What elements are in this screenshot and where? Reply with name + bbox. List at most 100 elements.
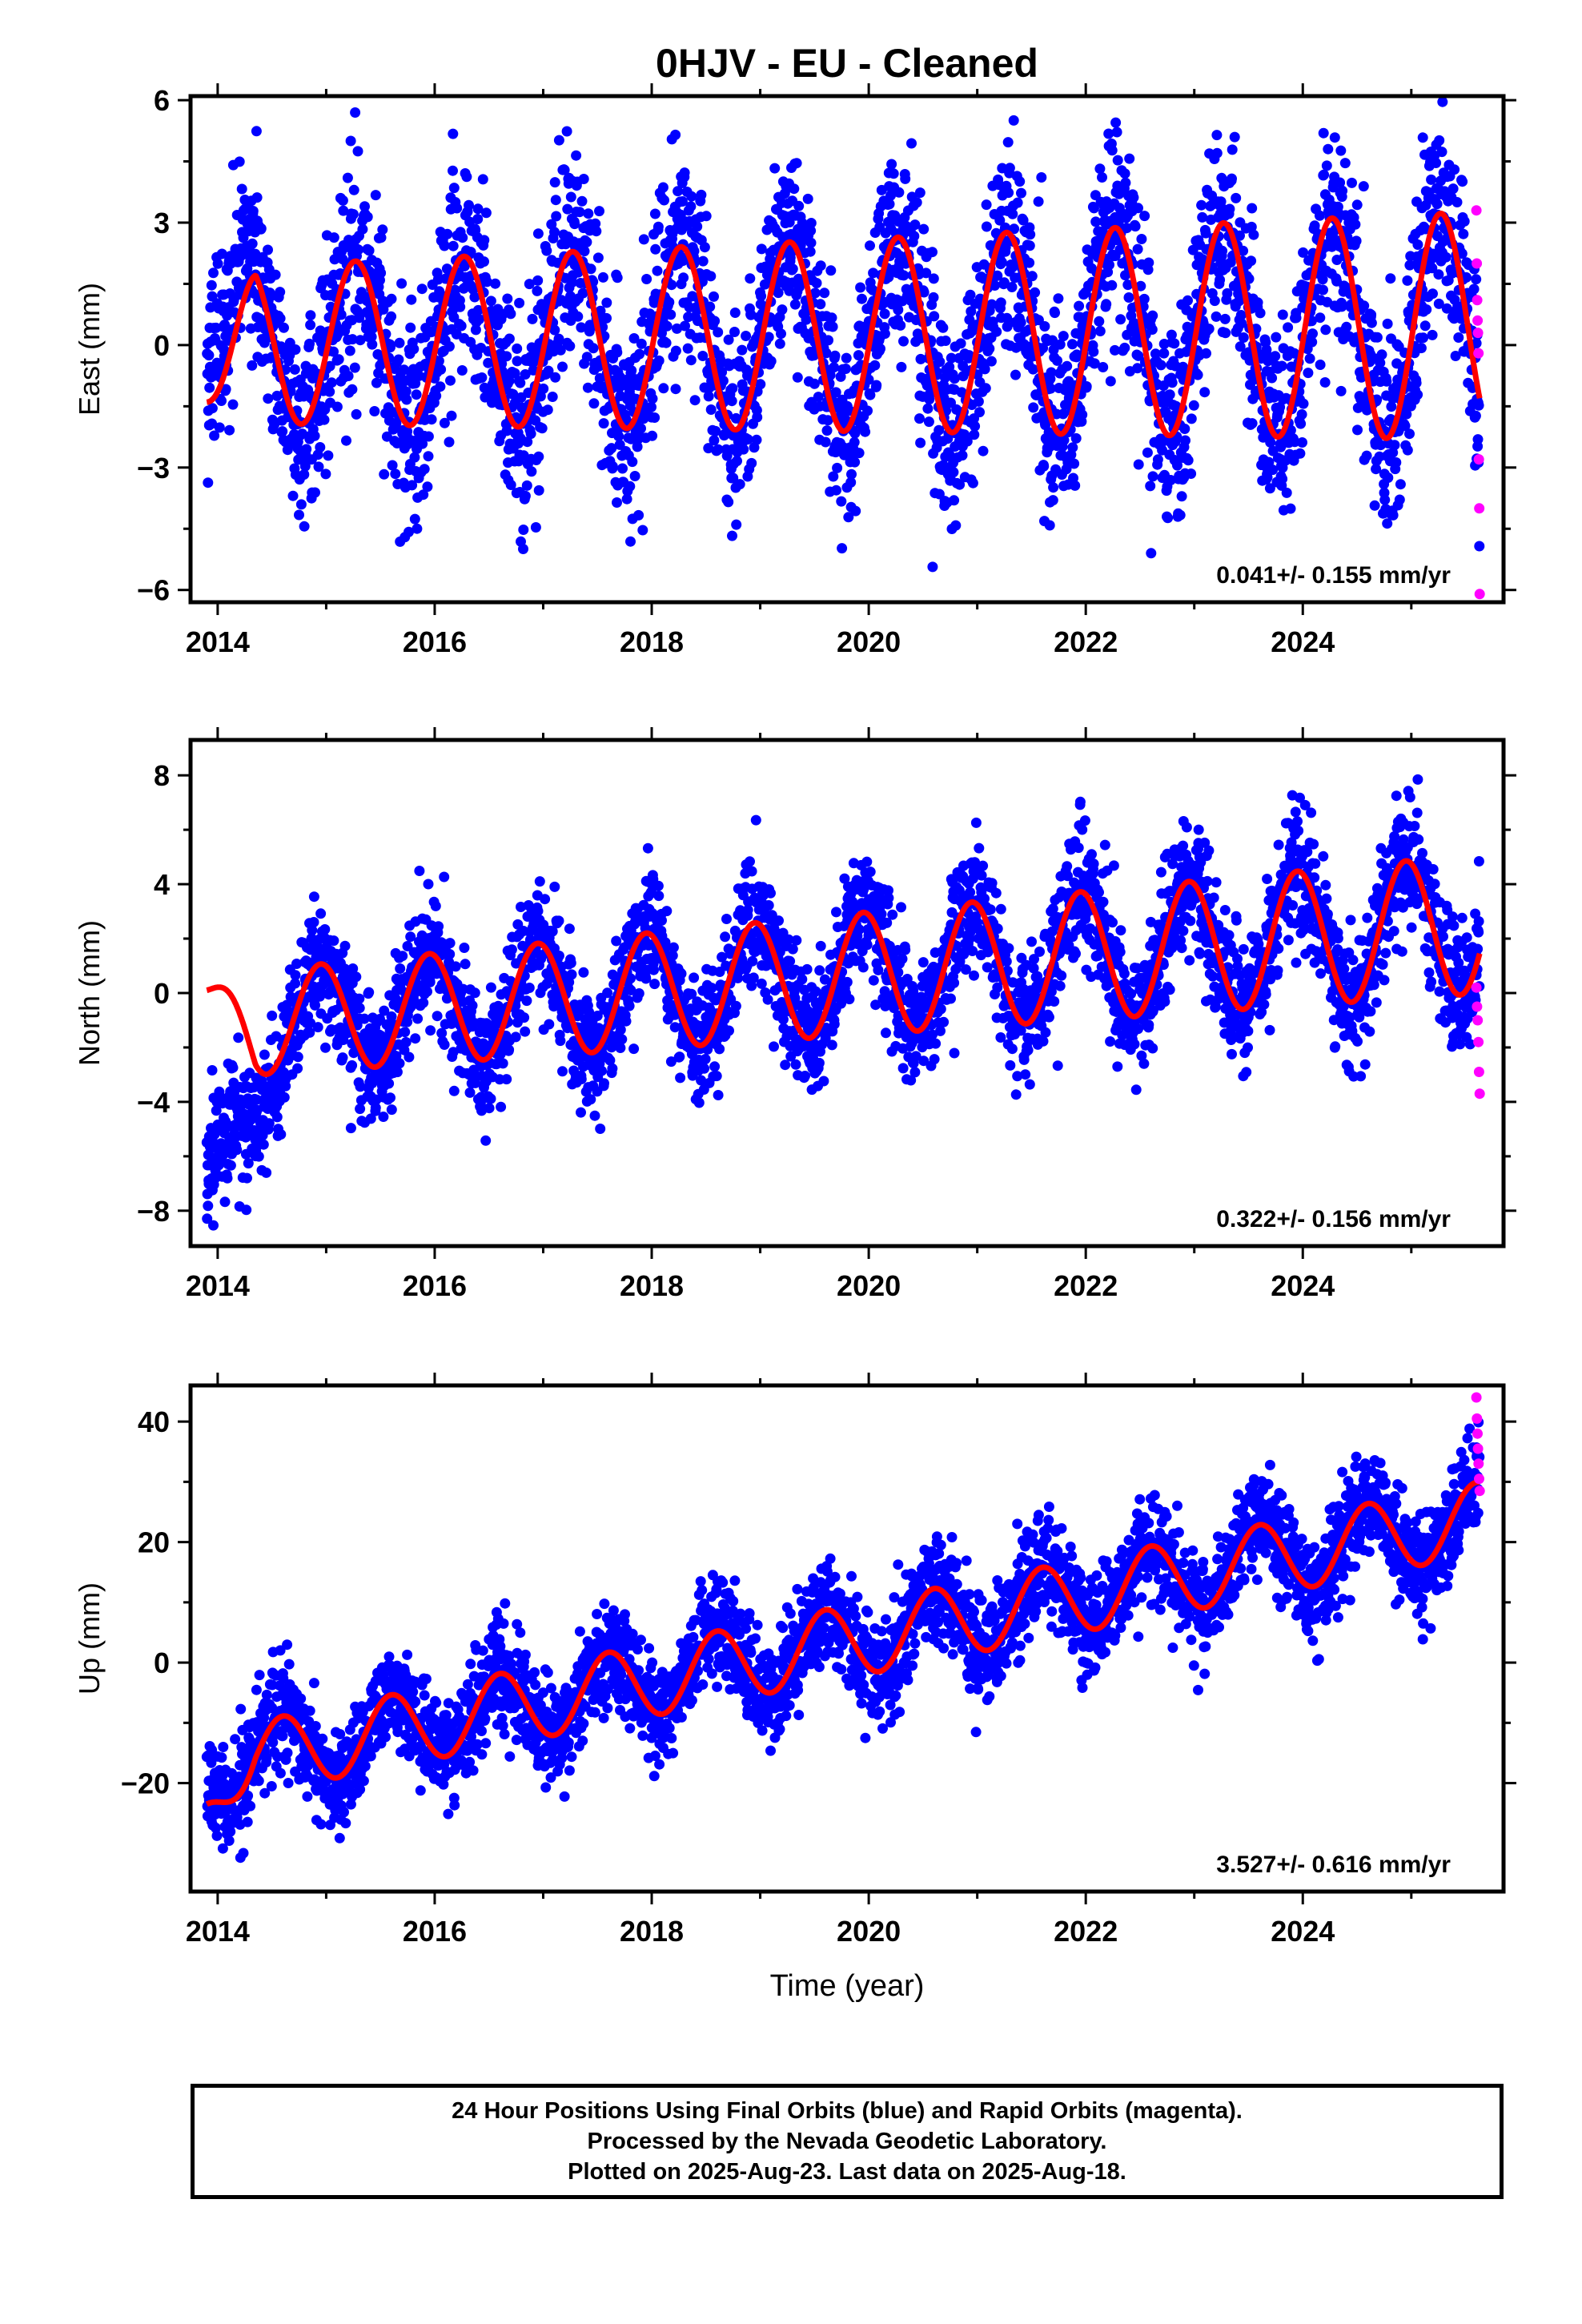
point [686, 191, 697, 202]
point [456, 320, 467, 332]
point [476, 372, 488, 383]
point [829, 362, 840, 373]
point [461, 171, 472, 183]
rate-annotation-east: 0.041+/- 0.155 mm/yr [1216, 562, 1451, 589]
point [658, 383, 669, 394]
point [871, 380, 882, 391]
x-tick-label: 2022 [1054, 625, 1118, 658]
point [863, 374, 874, 385]
point [1209, 296, 1220, 307]
point [1411, 377, 1422, 388]
point [355, 335, 366, 346]
point [347, 334, 358, 345]
point [1199, 387, 1211, 398]
point [689, 972, 700, 983]
point [865, 240, 875, 251]
point [353, 244, 364, 255]
point [805, 218, 817, 228]
point [992, 270, 1003, 281]
point [436, 364, 447, 375]
point [981, 221, 992, 232]
point [444, 436, 455, 448]
point [741, 331, 752, 341]
point [1047, 335, 1058, 346]
point [1412, 389, 1423, 400]
point [1297, 437, 1307, 448]
point [315, 442, 326, 452]
point [1315, 312, 1326, 324]
point [425, 1025, 436, 1036]
point [581, 236, 592, 247]
point [819, 287, 830, 299]
point [549, 324, 560, 336]
point [1053, 293, 1064, 304]
point [973, 396, 984, 407]
point [1122, 279, 1134, 291]
point [1058, 435, 1070, 446]
point [653, 355, 665, 366]
point [520, 1026, 531, 1037]
point [555, 344, 566, 356]
rapid-point [1472, 328, 1484, 339]
point [416, 283, 428, 295]
point [589, 1110, 600, 1121]
point [363, 987, 375, 998]
point [394, 337, 405, 348]
point [400, 386, 412, 397]
point [290, 344, 301, 355]
point [456, 365, 468, 376]
point [524, 983, 535, 993]
point [448, 128, 459, 139]
point [319, 414, 330, 425]
point [1052, 355, 1062, 366]
point [650, 243, 661, 255]
point [829, 350, 841, 361]
point [670, 129, 681, 140]
point [815, 260, 826, 271]
point [776, 328, 786, 340]
point [514, 297, 525, 308]
point [629, 471, 640, 481]
point [1039, 321, 1050, 332]
point [811, 278, 822, 288]
point [1094, 316, 1105, 327]
point [620, 414, 632, 425]
point [343, 371, 354, 381]
point [1074, 300, 1085, 312]
point [350, 107, 361, 118]
point [1045, 383, 1056, 394]
point [1473, 400, 1484, 411]
point [996, 257, 1007, 267]
point [1010, 369, 1021, 380]
point [1341, 321, 1352, 332]
point [893, 304, 904, 316]
point [1106, 279, 1118, 291]
point [565, 958, 576, 968]
point [519, 1012, 530, 1023]
point [308, 891, 319, 903]
point [1431, 199, 1443, 210]
point [969, 429, 980, 440]
point [1024, 257, 1035, 268]
point [520, 369, 531, 380]
point [709, 435, 720, 446]
point [344, 345, 355, 356]
point [543, 365, 554, 376]
point [1382, 318, 1393, 329]
point [909, 219, 921, 231]
point [665, 309, 677, 320]
point [261, 1167, 272, 1178]
point [309, 430, 320, 441]
point [592, 252, 604, 263]
point [1291, 312, 1302, 324]
point [319, 924, 331, 935]
point [441, 263, 452, 275]
point [955, 338, 966, 349]
point [1112, 155, 1123, 166]
point [1419, 320, 1431, 332]
rapid-point [1472, 315, 1484, 326]
point [377, 224, 388, 235]
point [445, 375, 456, 386]
point [843, 512, 854, 523]
